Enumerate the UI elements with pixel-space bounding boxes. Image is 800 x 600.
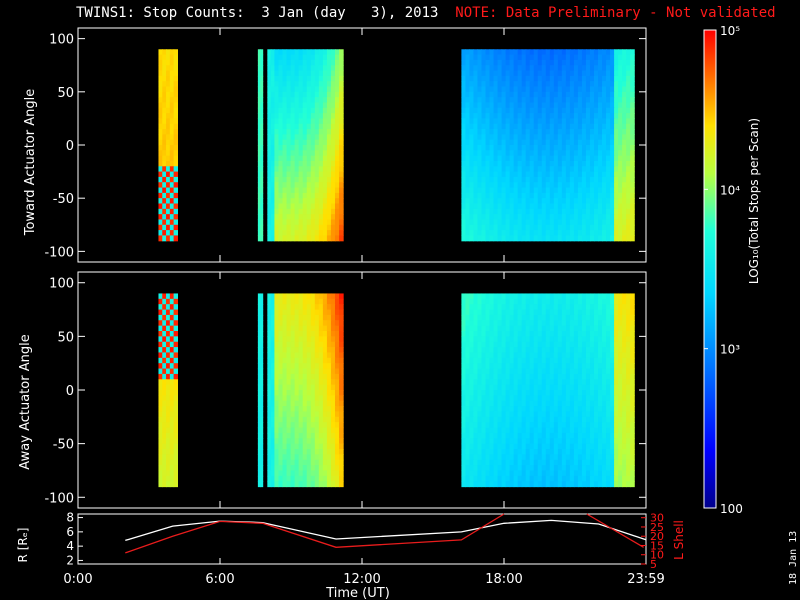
r-series-line: [125, 519, 647, 542]
heatmap-block: [158, 49, 178, 242]
xtick-label: 23:59: [627, 572, 664, 587]
date-stamp: 18 Jan 13: [788, 530, 799, 585]
heatmap-block: [461, 49, 635, 242]
heatmap-block: [267, 49, 276, 242]
heatmap-block: [461, 293, 635, 488]
ytick-label: -100: [44, 245, 74, 260]
ytick-right-label: 30: [650, 512, 664, 525]
colorbar: [703, 29, 717, 509]
figure-title: TWINS1: Stop Counts: 3 Jan (day 3), 2013…: [76, 5, 776, 21]
colorbar-tick-label: 10⁵: [720, 24, 740, 38]
xtick-label: 6:00: [205, 572, 234, 587]
xtick-label: 12:00: [343, 572, 380, 587]
ytick-left-label: 2: [66, 553, 74, 567]
heatmap-block: [257, 49, 264, 242]
heatmap-block: [274, 293, 344, 488]
ytick-right-label: 5: [650, 558, 657, 571]
ytick-right-label: 25: [650, 521, 664, 534]
colorbar-tick-label: 10³: [720, 343, 740, 357]
title-note: NOTE: Data Preliminary - Not validated: [455, 5, 776, 21]
top-ylabel: Toward Actuator Angle: [23, 89, 38, 236]
ytick-label: 0: [66, 384, 74, 399]
ytick-right-label: 10: [650, 549, 664, 562]
ytick-label: 100: [49, 277, 74, 292]
colorbar-tick-label: 100: [720, 502, 743, 516]
heatmap-block: [267, 293, 276, 488]
bottom-ylabel-left: R [Rₑ]: [16, 528, 30, 563]
ytick-label: 50: [57, 86, 74, 101]
ytick-right-label: 20: [650, 530, 664, 543]
ytick-label: 100: [49, 33, 74, 48]
ytick-left-label: 8: [66, 511, 74, 525]
heatmap-panel-2: 100 50 0 -50 -100: [44, 271, 647, 509]
xaxis-label: Time (UT): [325, 586, 390, 600]
heatmap-block: [257, 293, 264, 488]
ytick-left-label: 4: [66, 539, 74, 553]
colorbar-label: LOG₁₀(Total Stops per Scan): [747, 118, 761, 284]
ytick-label: -50: [53, 438, 74, 453]
heatmap-panel-1: 100 50 0 -50 -100: [44, 27, 647, 263]
l-shell-series-line: [586, 513, 644, 548]
title-main: TWINS1: Stop Counts: 3 Jan (day 3), 2013: [76, 5, 439, 21]
heatmap-block: [158, 293, 178, 488]
ytick-left-label: 6: [66, 525, 74, 539]
bottom-ylabel-right: L Shell: [672, 520, 686, 560]
ytick-right-label: 15: [650, 539, 664, 552]
ytick-label: -100: [44, 491, 74, 506]
ytick-label: -50: [53, 192, 74, 207]
l-shell-series-line: [125, 513, 505, 554]
xtick-label: 0:00: [63, 572, 92, 587]
xtick-label: 18:00: [485, 572, 522, 587]
colorbar-tick-label: 10⁴: [720, 183, 740, 197]
mid-ylabel: Away Actuator Angle: [18, 334, 33, 469]
ytick-label: 0: [66, 139, 74, 154]
heatmap-block: [274, 49, 344, 242]
ytick-label: 50: [57, 330, 74, 345]
